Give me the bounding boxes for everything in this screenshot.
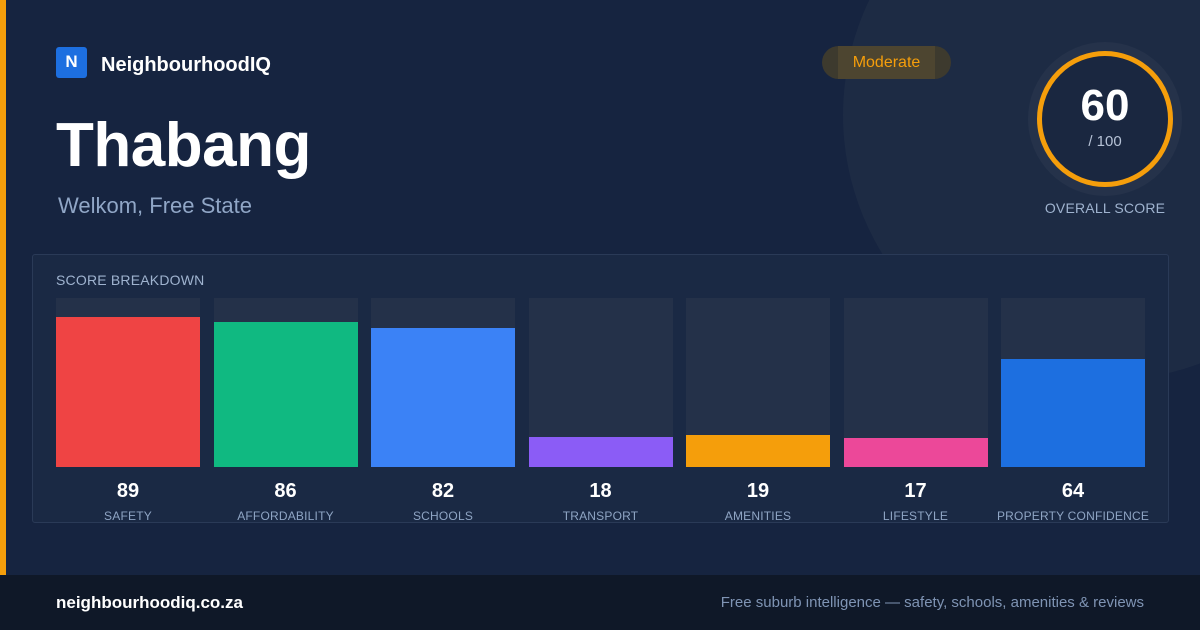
overall-score-ring: 60 / 100 (1028, 42, 1182, 196)
bar-label: SCHOOLS (412, 509, 474, 523)
bar-track (371, 298, 515, 467)
breakdown-title: SCORE BREAKDOWN (56, 272, 205, 288)
bar-track (528, 298, 673, 467)
bar-value: 19 (746, 480, 770, 502)
footer: neighbourhoodiq.co.za Free suburb intell… (0, 575, 1200, 630)
suburb-title: Thabang (56, 111, 311, 180)
bar-value: 17 (904, 480, 927, 502)
bar-label: LIFESTYLE (882, 509, 949, 523)
brand-logo-icon: N (56, 46, 87, 78)
overall-score-label: OVERALL SCORE (1044, 200, 1166, 216)
bar-value: 64 (1061, 480, 1085, 502)
bar-fill (843, 438, 988, 467)
bar-fill (213, 322, 358, 467)
bar-label: SAFETY (104, 509, 152, 523)
score-bar-amenities: 19 AMENITIES (686, 298, 830, 528)
bar-track (686, 298, 830, 467)
brand: N NeighbourhoodIQ (56, 46, 271, 78)
bar-label: AMENITIES (724, 509, 792, 523)
score-bar-lifestyle: 17 LIFESTYLE (843, 298, 988, 528)
score-ring-icon (1037, 51, 1173, 187)
bar-fill (686, 435, 830, 467)
bar-label: AFFORDABILITY (237, 509, 334, 523)
region-subtitle: Welkom, Free State (58, 193, 252, 218)
score-bar-property-confidence: 64 PROPERTY CONFIDENCE (997, 298, 1149, 528)
score-bar-transport: 18 TRANSPORT (528, 298, 673, 528)
footer-tagline: Free suburb intelligence — safety, schoo… (720, 594, 1144, 611)
score-bar-safety: 89 SAFETY (56, 298, 200, 528)
score-breakdown-panel: SCORE BREAKDOWN 89 SAFETY 86 AFFORDABILITY 8… (32, 254, 1169, 523)
bar-fill (1001, 359, 1145, 467)
share-card: N NeighbourhoodIQ Thabang Welkom, Free S… (0, 0, 1182, 575)
bar-track (843, 298, 988, 467)
bar-track (1001, 298, 1145, 467)
bar-value: 89 (116, 480, 140, 502)
bar-track (56, 298, 200, 467)
score-bar-schools: 82 SCHOOLS (371, 298, 515, 528)
overall-score-max: / 100 (1088, 133, 1122, 150)
footer-url: neighbourhoodiq.co.za (56, 593, 243, 612)
overall-score-value: 60 (1080, 81, 1130, 130)
bar-label: TRANSPORT (562, 509, 639, 523)
score-bar-affordability: 86 AFFORDABILITY (213, 298, 358, 528)
bar-value: 18 (589, 480, 612, 502)
bar-fill (56, 317, 200, 467)
bar-value: 82 (431, 480, 455, 502)
bar-fill (371, 328, 515, 467)
rating-badge: Moderate (822, 46, 951, 79)
bar-label: PROPERTY CONFIDENCE (996, 509, 1150, 523)
bar-track (213, 298, 358, 467)
bar-fill (528, 437, 673, 467)
brand-name: NeighbourhoodIQ (101, 53, 271, 76)
bar-value: 86 (274, 480, 297, 502)
accent-bar (0, 0, 6, 575)
rating-badge-label: Moderate (852, 53, 921, 71)
